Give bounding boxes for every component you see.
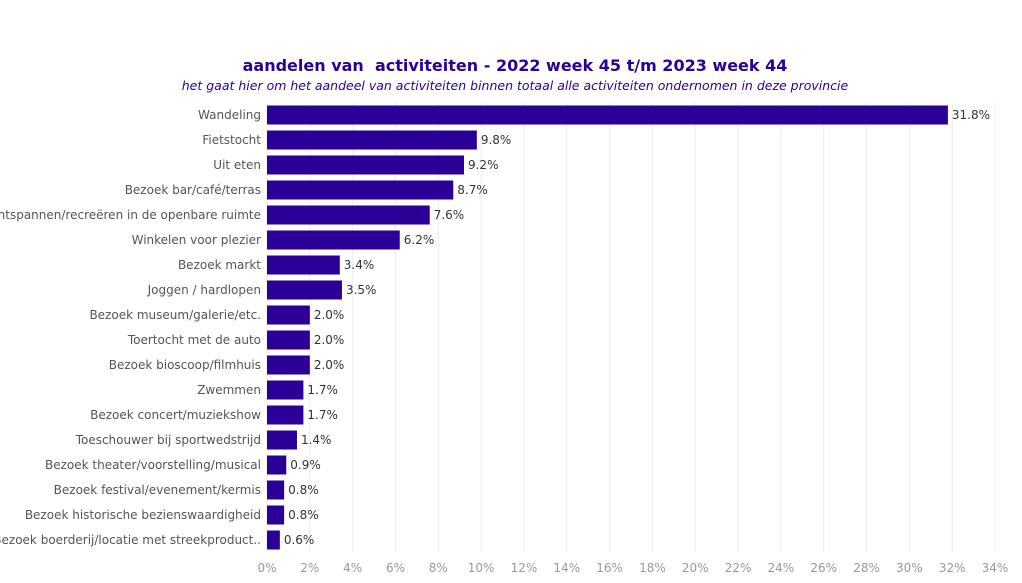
category-label: Uit eten	[213, 158, 261, 172]
category-label: Fietstocht	[202, 133, 261, 147]
x-tick-label: 30%	[896, 561, 923, 575]
bar	[267, 280, 342, 300]
value-label: 8.7%	[457, 183, 488, 197]
category-label: Bezoek festival/evenement/kermis	[54, 483, 261, 497]
value-label: 2.0%	[314, 333, 345, 347]
x-tick-label: 14%	[553, 561, 580, 575]
value-label: 0.8%	[288, 483, 319, 497]
value-label: 2.0%	[314, 308, 345, 322]
x-tick-label: 18%	[639, 561, 666, 575]
category-labels: Wandeling Fietstocht Uit eten Bezoek bar/ca…	[0, 108, 261, 547]
chart-title: aandelen van activiteiten - 2022 week 45…	[242, 56, 788, 75]
value-label: 9.2%	[468, 158, 499, 172]
x-tick-label: 20%	[682, 561, 709, 575]
x-tick-label: 16%	[596, 561, 623, 575]
value-label: 7.6%	[434, 208, 465, 222]
bar	[267, 205, 430, 225]
bar	[267, 305, 310, 325]
bar	[267, 180, 454, 200]
value-label: 6.2%	[404, 233, 435, 247]
x-tick-label: 0%	[257, 561, 276, 575]
category-label: Joggen / hardlopen	[147, 283, 261, 297]
gridlines	[266, 103, 996, 552]
category-label: Bezoek bar/café/terras	[125, 183, 261, 197]
chart-subtitle: het gaat hier om het aandeel van activit…	[181, 78, 849, 93]
bar	[267, 330, 310, 350]
category-label: Zwemmen	[197, 383, 261, 397]
category-label: Bezoek museum/galerie/etc.	[89, 308, 261, 322]
bar	[267, 530, 280, 550]
category-label: Winkelen voor plezier	[132, 233, 261, 247]
bar	[267, 230, 400, 250]
bar	[267, 380, 304, 400]
value-label: 9.8%	[481, 133, 512, 147]
category-label: Bezoek theater/voorstelling/musical	[45, 458, 261, 472]
value-label: 0.6%	[284, 533, 315, 547]
bar	[267, 430, 297, 450]
bar	[267, 255, 340, 275]
x-tick-label: 34%	[982, 561, 1009, 575]
category-label: Toeschouwer bij sportwedstrijd	[75, 433, 261, 447]
value-label: 1.7%	[307, 383, 338, 397]
bar	[267, 405, 304, 425]
x-tick-label: 6%	[386, 561, 405, 575]
x-tick-label: 24%	[768, 561, 795, 575]
category-label: Bezoek bioscoop/filmhuis	[109, 358, 261, 372]
x-tick-label: 22%	[725, 561, 752, 575]
bars	[267, 105, 948, 550]
bar	[267, 505, 285, 525]
category-label: Ontspannen/recreëren in de openbare ruim…	[0, 208, 261, 222]
bar	[267, 455, 287, 475]
x-tick-label: 8%	[429, 561, 448, 575]
bar	[267, 480, 285, 500]
x-tick-label: 28%	[853, 561, 880, 575]
bar	[267, 355, 310, 375]
x-tick-label: 10%	[468, 561, 495, 575]
value-labels: 31.8%9.8%9.2%8.7%7.6%6.2%3.4%3.5%2.0%2.0…	[284, 108, 990, 547]
value-label: 0.8%	[288, 508, 319, 522]
category-label: Bezoek boerderij/locatie met streekprodu…	[0, 533, 261, 547]
category-label: Wandeling	[198, 108, 261, 122]
value-label: 1.4%	[301, 433, 332, 447]
value-label: 2.0%	[314, 358, 345, 372]
bar	[267, 105, 948, 125]
value-label: 1.7%	[307, 408, 338, 422]
category-label: Bezoek concert/muziekshow	[90, 408, 261, 422]
x-tick-label: 4%	[343, 561, 362, 575]
value-label: 0.9%	[290, 458, 321, 472]
category-label: Bezoek markt	[178, 258, 261, 272]
x-axis: 0% 2% 4% 6% 8% 10% 12% 14% 16% 18% 20% 22% 24% 26% 28%…	[257, 561, 1008, 575]
bar	[267, 130, 477, 150]
x-tick-label: 32%	[939, 561, 966, 575]
x-tick-label: 2%	[300, 561, 319, 575]
value-label: 3.4%	[344, 258, 375, 272]
value-label: 3.5%	[346, 283, 377, 297]
value-label: 31.8%	[952, 108, 990, 122]
bar	[267, 155, 464, 175]
category-label: Bezoek historische bezienswaardigheid	[25, 508, 261, 522]
x-tick-label: 26%	[810, 561, 837, 575]
x-tick-label: 12%	[511, 561, 538, 575]
category-label: Toertocht met de auto	[127, 333, 261, 347]
